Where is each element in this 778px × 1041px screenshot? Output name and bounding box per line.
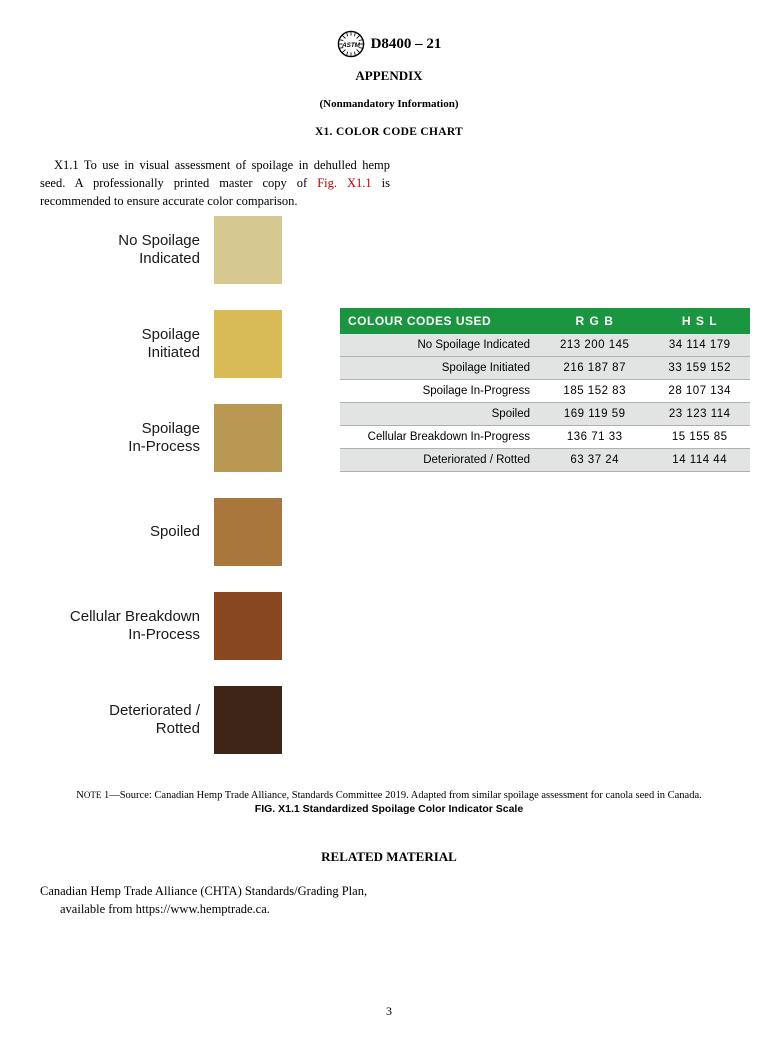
table-cell-rgb: 63 37 24 (540, 449, 649, 472)
swatch-row: Spoiled (40, 498, 282, 566)
swatch-row: SpoilageInitiated (40, 310, 282, 378)
table-cell-name: Cellular Breakdown In-Progress (340, 426, 540, 449)
swatch-row: SpoilageIn-Process (40, 404, 282, 472)
table-cell-hsl: 23 123 114 (649, 403, 750, 426)
table-header-hsl: H S L (649, 308, 750, 334)
color-swatch (214, 686, 282, 754)
swatch-label: SpoilageIn-Process (40, 420, 200, 458)
table-row: Cellular Breakdown In-Progress136 71 331… (340, 426, 750, 449)
table-cell-name: Spoilage Initiated (340, 357, 540, 380)
table-cell-hsl: 34 114 179 (649, 334, 750, 357)
swatch-label: Spoiled (40, 523, 200, 542)
swatch-row: Cellular BreakdownIn-Process (40, 592, 282, 660)
swatch-label: SpoilageInitiated (40, 326, 200, 364)
table-header-rgb: R G B (540, 308, 649, 334)
swatch-label: No SpoilageIndicated (40, 232, 200, 270)
intro-paragraph: X1.1 To use in visual assessment of spoi… (40, 156, 390, 210)
swatch-row: Deteriorated /Rotted (40, 686, 282, 754)
page-number: 3 (0, 1004, 778, 1019)
table-row: No Spoilage Indicated213 200 14534 114 1… (340, 334, 750, 357)
swatch-area: No SpoilageIndicated SpoilageInitiated Spo… (40, 216, 738, 786)
figure-caption: FIG. X1.1 Standardized Spoilage Color In… (40, 803, 738, 815)
logo-title-row: ASTM D8400 – 21 (40, 30, 738, 58)
related-material-title: RELATED MATERIAL (40, 849, 738, 865)
color-swatch (214, 592, 282, 660)
table-header-name: COLOUR CODES USED (340, 308, 540, 334)
svg-text:ASTM: ASTM (341, 42, 361, 49)
table-row: Deteriorated / Rotted63 37 2414 114 44 (340, 449, 750, 472)
color-swatch (214, 498, 282, 566)
table-cell-rgb: 136 71 33 (540, 426, 649, 449)
nonmandatory-label: (Nonmandatory Information) (40, 98, 738, 110)
related-material-text: Canadian Hemp Trade Alliance (CHTA) Stan… (40, 883, 400, 918)
table-cell-rgb: 169 119 59 (540, 403, 649, 426)
table-cell-hsl: 33 159 152 (649, 357, 750, 380)
swatch-label: Cellular BreakdownIn-Process (40, 608, 200, 646)
table-row: Spoilage Initiated216 187 8733 159 152 (340, 357, 750, 380)
note-line: NOTE 1—Source: Canadian Hemp Trade Allia… (40, 790, 738, 801)
table-cell-name: Spoiled (340, 403, 540, 426)
astm-logo-icon: ASTM (337, 30, 365, 58)
swatch-label: Deteriorated /Rotted (40, 702, 200, 740)
figure-link[interactable]: Fig. X1.1 (317, 176, 371, 190)
table-row: Spoilage In-Progress185 152 8328 107 134 (340, 380, 750, 403)
table-cell-rgb: 185 152 83 (540, 380, 649, 403)
table-cell-name: No Spoilage Indicated (340, 334, 540, 357)
table-cell-name: Deteriorated / Rotted (340, 449, 540, 472)
document-number: D8400 – 21 (371, 36, 442, 53)
document-header: ASTM D8400 – 21 APPENDIX (Nonmandatory I… (40, 30, 738, 138)
section-title: X1. COLOR CODE CHART (40, 126, 738, 138)
colour-codes-table: COLOUR CODES USED R G B H S L No Spoilag… (340, 308, 750, 472)
note-text: Source: Canadian Hemp Trade Alliance, St… (120, 790, 702, 801)
color-swatch (214, 216, 282, 284)
table-cell-rgb: 216 187 87 (540, 357, 649, 380)
table-cell-rgb: 213 200 145 (540, 334, 649, 357)
appendix-heading: APPENDIX (40, 68, 738, 84)
swatch-row: No SpoilageIndicated (40, 216, 282, 284)
table-cell-hsl: 15 155 85 (649, 426, 750, 449)
table-cell-name: Spoilage In-Progress (340, 380, 540, 403)
para-lead: X1.1 (54, 158, 84, 172)
color-swatch (214, 404, 282, 472)
table-cell-hsl: 14 114 44 (649, 449, 750, 472)
color-swatch (214, 310, 282, 378)
table-cell-hsl: 28 107 134 (649, 380, 750, 403)
table-row: Spoiled169 119 5923 123 114 (340, 403, 750, 426)
note-prefix: NOTE 1— (76, 790, 119, 801)
